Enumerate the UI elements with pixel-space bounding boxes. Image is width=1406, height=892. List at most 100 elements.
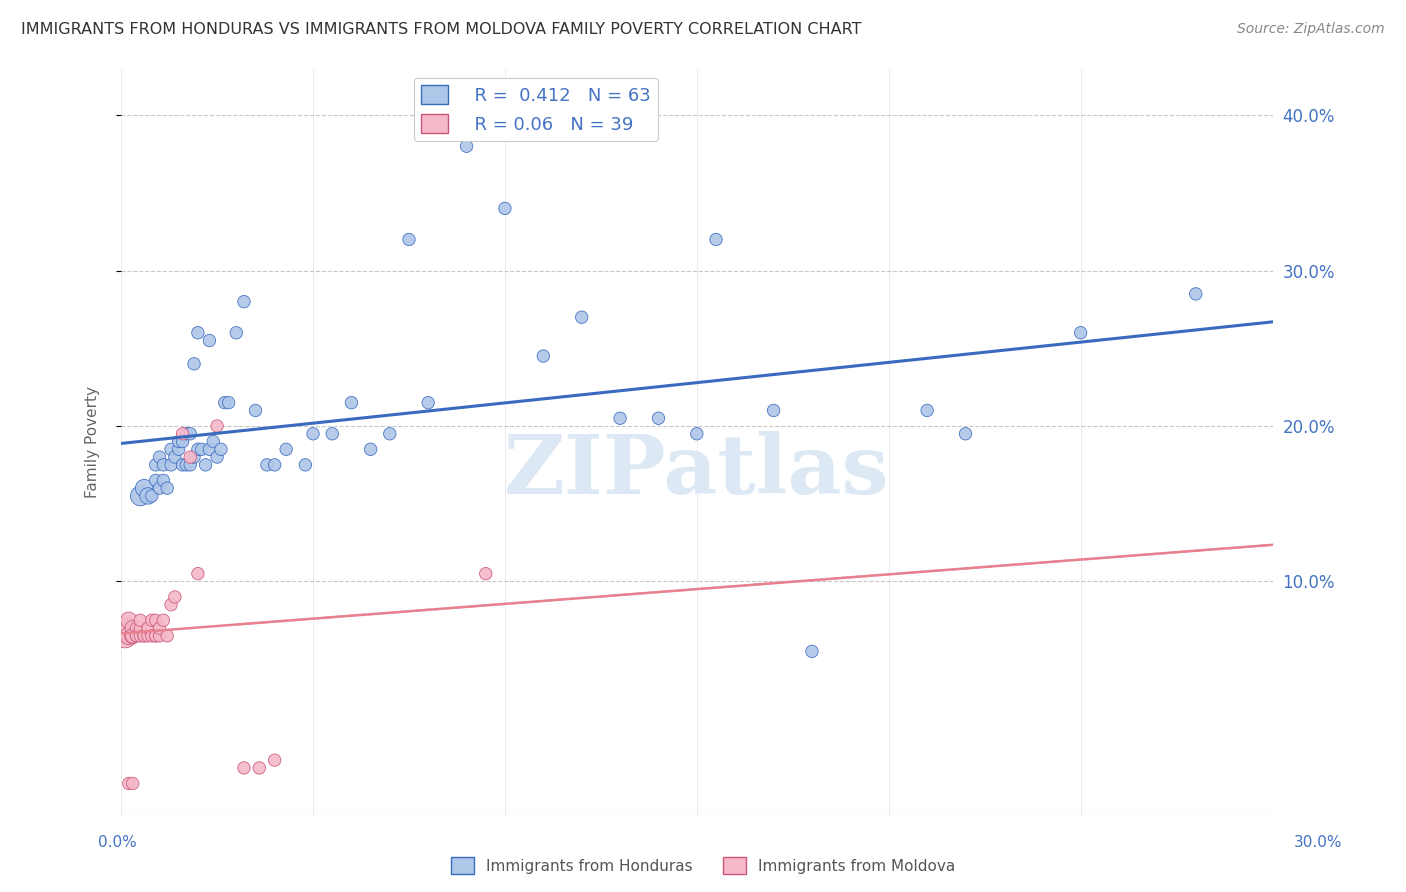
Point	[194, 458, 217, 472]
Point	[163, 450, 186, 464]
Point	[762, 403, 785, 417]
Point	[125, 629, 148, 643]
Point	[398, 232, 420, 246]
Point	[915, 403, 938, 417]
Point	[1184, 286, 1206, 301]
Point	[145, 613, 167, 627]
Text: ZIPatlas: ZIPatlas	[505, 432, 890, 511]
Point	[134, 629, 156, 643]
Point	[148, 629, 170, 643]
Point	[263, 458, 285, 472]
Point	[176, 458, 198, 472]
Text: IMMIGRANTS FROM HONDURAS VS IMMIGRANTS FROM MOLDOVA FAMILY POVERTY CORRELATION C: IMMIGRANTS FROM HONDURAS VS IMMIGRANTS F…	[21, 22, 862, 37]
Point	[360, 442, 382, 457]
Point	[121, 621, 143, 635]
Point	[571, 310, 593, 325]
Point	[136, 621, 159, 635]
Point	[145, 474, 167, 488]
Point	[148, 450, 170, 464]
Point	[321, 426, 343, 441]
Point	[225, 326, 247, 340]
Point	[179, 450, 201, 464]
Text: 30.0%: 30.0%	[1295, 836, 1343, 850]
Point	[152, 474, 174, 488]
Point	[179, 426, 201, 441]
Point	[156, 629, 179, 643]
Point	[183, 357, 205, 371]
Point	[187, 442, 209, 457]
Point	[160, 442, 183, 457]
Point	[118, 621, 141, 635]
Point	[118, 776, 141, 790]
Point	[183, 450, 205, 464]
Point	[136, 629, 159, 643]
Point	[167, 434, 190, 449]
Point	[214, 395, 236, 409]
Point	[198, 442, 221, 457]
Point	[531, 349, 554, 363]
Point	[294, 458, 316, 472]
Point	[172, 434, 194, 449]
Point	[456, 139, 478, 153]
Point	[172, 458, 194, 472]
Point	[125, 629, 148, 643]
Point	[121, 629, 143, 643]
Point	[686, 426, 709, 441]
Point	[129, 613, 152, 627]
Point	[418, 395, 440, 409]
Point	[152, 458, 174, 472]
Point	[114, 621, 136, 635]
Point	[245, 403, 267, 417]
Point	[121, 776, 143, 790]
Point	[647, 411, 669, 425]
Point	[494, 202, 516, 216]
Point	[148, 481, 170, 495]
Point	[152, 613, 174, 627]
Point	[141, 629, 163, 643]
Point	[247, 761, 270, 775]
Point	[167, 442, 190, 457]
Point	[955, 426, 977, 441]
Point	[136, 489, 159, 503]
Point	[156, 481, 179, 495]
Text: 0.0%: 0.0%	[98, 836, 138, 850]
Point	[609, 411, 631, 425]
Point	[205, 419, 228, 434]
Point	[172, 426, 194, 441]
Point	[118, 613, 141, 627]
Point	[263, 753, 285, 767]
Point	[179, 458, 201, 472]
Point	[302, 426, 325, 441]
Point	[801, 644, 824, 658]
Point	[378, 426, 401, 441]
Point	[704, 232, 727, 246]
Point	[148, 621, 170, 635]
Text: Source: ZipAtlas.com: Source: ZipAtlas.com	[1237, 22, 1385, 37]
Point	[340, 395, 363, 409]
Point	[160, 458, 183, 472]
Point	[114, 629, 136, 643]
Point	[190, 442, 212, 457]
Point	[145, 629, 167, 643]
Point	[233, 761, 256, 775]
Point	[256, 458, 278, 472]
Point	[121, 629, 143, 643]
Point	[160, 598, 183, 612]
Point	[118, 629, 141, 643]
Point	[141, 489, 163, 503]
Legend: Immigrants from Honduras, Immigrants from Moldova: Immigrants from Honduras, Immigrants fro…	[444, 851, 962, 880]
Point	[125, 621, 148, 635]
Point	[134, 481, 156, 495]
Point	[145, 629, 167, 643]
Point	[187, 326, 209, 340]
Point	[129, 621, 152, 635]
Point	[163, 590, 186, 604]
Point	[202, 434, 225, 449]
Point	[198, 334, 221, 348]
Y-axis label: Family Poverty: Family Poverty	[86, 385, 100, 498]
Point	[129, 489, 152, 503]
Point	[1070, 326, 1092, 340]
Point	[474, 566, 496, 581]
Point	[145, 458, 167, 472]
Point	[187, 566, 209, 581]
